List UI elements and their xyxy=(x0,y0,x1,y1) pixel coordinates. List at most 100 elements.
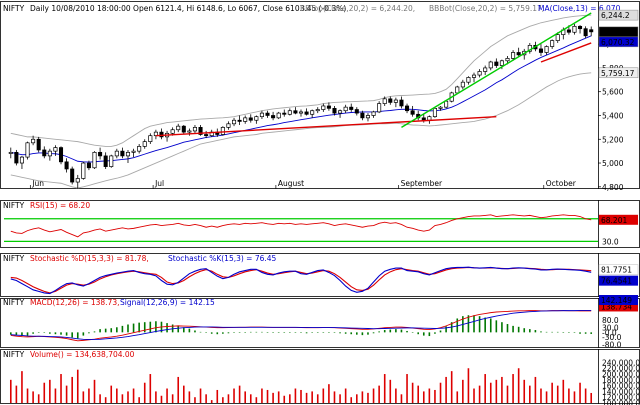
volume-bar xyxy=(160,395,163,403)
volume-bar xyxy=(155,391,157,403)
volume-bar xyxy=(478,385,481,403)
volume-bar xyxy=(372,388,375,403)
volume-bar xyxy=(43,382,46,403)
candle-down xyxy=(237,119,242,122)
candle-up xyxy=(466,77,471,83)
macd-hist-bar xyxy=(244,332,246,333)
candle-down xyxy=(265,112,270,116)
volume-bar xyxy=(188,391,191,403)
macd-hist-bar xyxy=(545,331,548,333)
volume-bar xyxy=(434,389,436,403)
macd-hist-bar xyxy=(350,332,353,335)
volume-bar xyxy=(88,388,90,403)
candle-down xyxy=(70,168,75,183)
macd-hist-bar xyxy=(121,325,124,333)
volume-bar xyxy=(389,379,392,403)
price-x-tick-label: Jun xyxy=(31,179,44,188)
macd-hist-bar xyxy=(116,327,118,333)
volume-y-tick-label: 180,000,000 xyxy=(602,376,640,385)
macd-hist-bar xyxy=(517,326,520,333)
volume-bar xyxy=(417,385,419,403)
macd-hist-bar xyxy=(489,318,492,333)
volume-bar xyxy=(529,385,531,403)
macd-hist-bar xyxy=(540,331,542,333)
stoch-d-badge-bg xyxy=(598,264,639,275)
macd-hist-bar xyxy=(484,317,486,333)
volume-bar xyxy=(177,376,180,403)
volume-bar xyxy=(116,388,118,403)
macd-hist-bar xyxy=(155,321,157,333)
rsi-label: RSI(15) = 68.20 xyxy=(30,201,90,210)
candle-down xyxy=(516,52,521,56)
volume-bar xyxy=(339,394,341,403)
volume-bar xyxy=(395,388,397,403)
price-y-tick-label: 5,000 xyxy=(602,159,624,168)
volume-bar xyxy=(579,382,581,403)
volume-bar xyxy=(93,379,96,403)
macd-hist-bar xyxy=(305,332,308,334)
candle-up xyxy=(170,129,175,134)
candle-up xyxy=(31,138,36,144)
candle-down xyxy=(86,162,91,169)
volume-bar xyxy=(344,388,347,403)
volume-bar xyxy=(495,379,498,403)
macd-y-tick-label: -0.0 xyxy=(602,328,617,337)
volume-bar xyxy=(445,376,447,403)
macd-hist-bar xyxy=(9,332,12,335)
candle-up xyxy=(338,110,343,114)
volume-bar xyxy=(143,382,146,403)
macd-hist-bar xyxy=(210,332,213,334)
candle-up xyxy=(371,111,376,116)
volume-bar xyxy=(149,374,152,403)
price-badge-bg xyxy=(598,9,639,21)
candle-up xyxy=(53,147,58,152)
volume-bar xyxy=(132,388,135,403)
volume-bar xyxy=(501,376,503,403)
candle-up xyxy=(75,178,80,183)
candle-down xyxy=(103,155,108,167)
volume-bar xyxy=(210,400,213,403)
volume-bar xyxy=(261,388,263,403)
macd-hist-bar xyxy=(93,331,96,333)
volume-bar xyxy=(121,394,124,403)
macd-signal-badge-bg xyxy=(599,295,638,305)
volume-y-tick-label: 240,000,000 xyxy=(602,358,640,367)
trendline-green-2 xyxy=(401,12,592,128)
macd-hist-bar xyxy=(501,322,503,333)
candle-up xyxy=(432,107,437,118)
volume-bar xyxy=(76,369,79,403)
candle-up xyxy=(176,125,181,131)
macd-hist-bar xyxy=(300,332,302,333)
rsi-frame xyxy=(0,200,640,248)
macd-hist-bar xyxy=(590,332,593,334)
stoch-k-badge-bg xyxy=(599,275,638,286)
volume-bar xyxy=(289,394,291,403)
bb-top-line xyxy=(10,14,592,147)
candle-up xyxy=(220,127,225,135)
candle-down xyxy=(204,134,209,137)
macd-y-tick-label: 80.0 xyxy=(602,316,619,325)
volume-bar xyxy=(356,394,358,403)
candle-down xyxy=(198,127,203,135)
stoch-d-badge: 81.7751 xyxy=(601,266,632,275)
candle-down xyxy=(354,109,359,114)
volume-bar xyxy=(540,388,542,403)
macd-hist-bar xyxy=(143,322,146,333)
macd-hist-bar xyxy=(194,330,196,333)
volume-bar xyxy=(361,391,364,403)
rsi-badge: 68.201 xyxy=(601,216,627,225)
candle-up xyxy=(47,150,52,157)
volume-bar xyxy=(462,379,464,403)
volume-bar xyxy=(272,392,274,403)
candle-down xyxy=(271,115,276,119)
macd-hist-bar xyxy=(428,332,431,337)
candle-down xyxy=(332,107,337,114)
macd-hist-bar xyxy=(562,332,565,333)
stoch-d-line xyxy=(10,266,592,294)
volume-bar xyxy=(294,388,297,403)
candle-up xyxy=(343,106,348,112)
volume-bar xyxy=(517,368,520,403)
macd-hist-bar xyxy=(316,332,319,333)
